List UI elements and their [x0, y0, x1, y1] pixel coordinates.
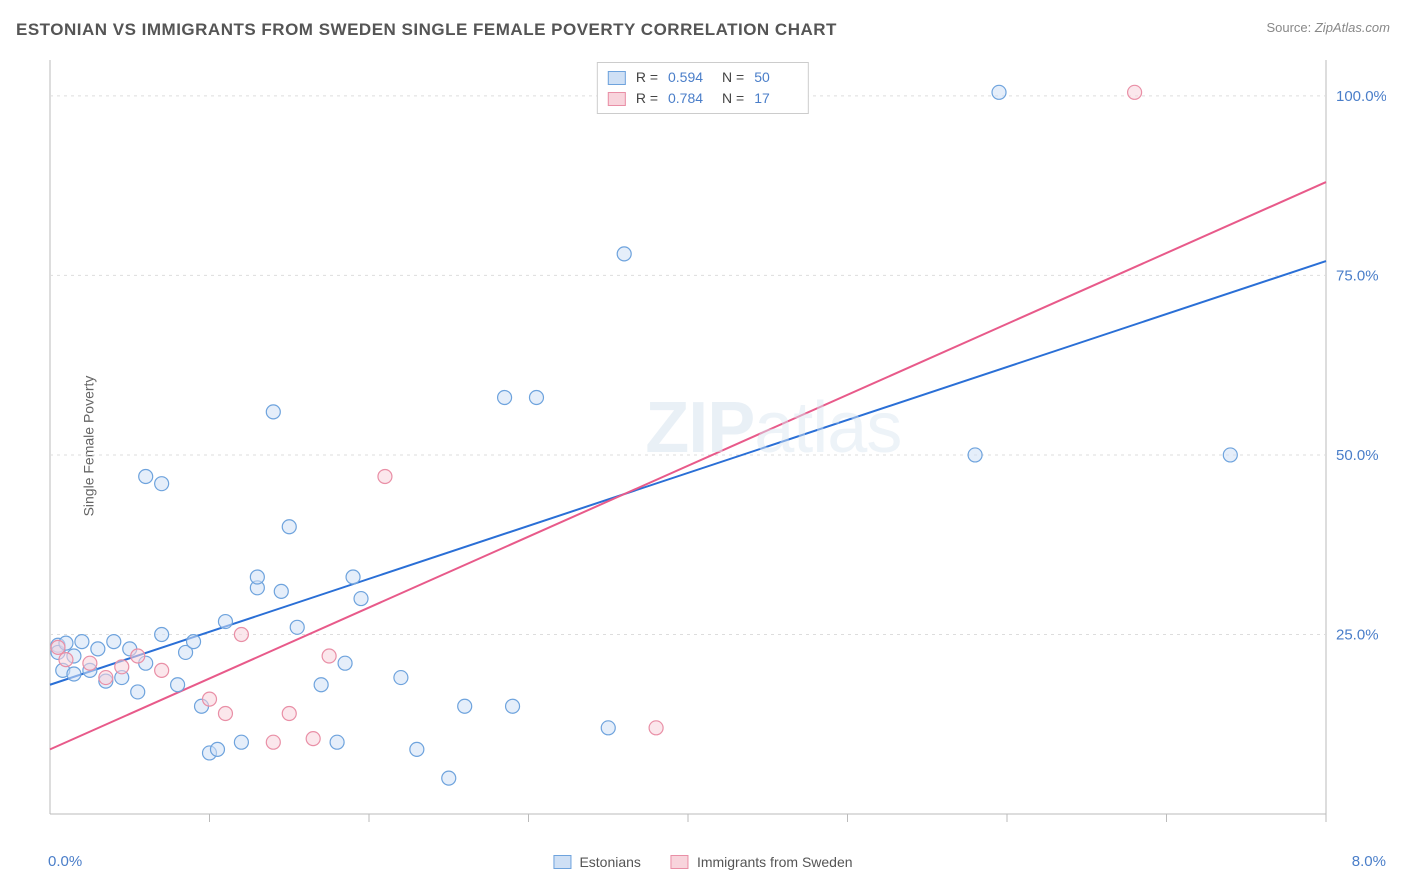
n-label: N =: [722, 67, 744, 88]
r-label: R =: [636, 88, 658, 109]
legend-swatch: [553, 855, 571, 869]
legend-statistics: R = 0.594 N = 50 R = 0.784 N = 17: [597, 62, 809, 114]
source-site: ZipAtlas.com: [1315, 20, 1390, 35]
legend-series-label: Immigrants from Sweden: [697, 854, 853, 870]
svg-text:75.0%: 75.0%: [1336, 267, 1379, 284]
legend-series-item: Immigrants from Sweden: [671, 854, 853, 870]
svg-text:100.0%: 100.0%: [1336, 88, 1386, 105]
n-value: 17: [754, 88, 798, 109]
legend-series-item: Estonians: [553, 854, 640, 870]
legend-swatch: [608, 92, 626, 106]
chart-area: 25.0% 50.0% 75.0% 100.0%: [48, 58, 1386, 832]
n-label: N =: [722, 88, 744, 109]
svg-text:50.0%: 50.0%: [1336, 447, 1379, 464]
x-axis-max-label: 8.0%: [1352, 853, 1386, 870]
r-value: 0.594: [668, 67, 712, 88]
legend-swatch: [608, 71, 626, 85]
legend-stat-row: R = 0.784 N = 17: [608, 88, 798, 109]
source-attribution: Source: ZipAtlas.com: [1266, 20, 1390, 35]
r-value: 0.784: [668, 88, 712, 109]
r-label: R =: [636, 67, 658, 88]
legend-stat-row: R = 0.594 N = 50: [608, 67, 798, 88]
chart-title: ESTONIAN VS IMMIGRANTS FROM SWEDEN SINGL…: [16, 20, 837, 40]
scatter-plot-svg: 25.0% 50.0% 75.0% 100.0%: [48, 58, 1386, 832]
n-value: 50: [754, 67, 798, 88]
svg-text:25.0%: 25.0%: [1336, 626, 1379, 643]
source-prefix: Source:: [1266, 20, 1314, 35]
legend-swatch: [671, 855, 689, 869]
legend-series: Estonians Immigrants from Sweden: [553, 854, 852, 870]
x-axis-min-label: 0.0%: [48, 853, 82, 870]
legend-series-label: Estonians: [579, 854, 640, 870]
